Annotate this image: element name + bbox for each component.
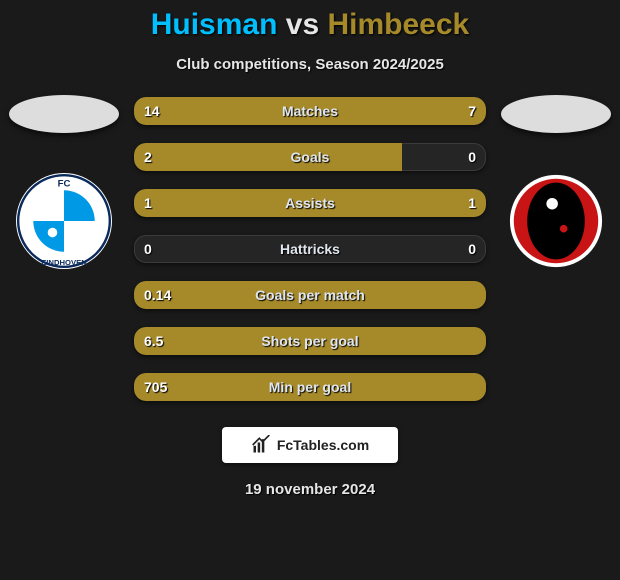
left-club-badge: FC EINDHOVEN [16,173,112,269]
bar-label: Assists [134,189,486,217]
svg-text:EINDHOVEN: EINDHOVEN [41,258,87,267]
svg-text:FC: FC [58,178,71,189]
bar-value-right: 0 [468,143,476,171]
bar-label: Min per goal [134,373,486,401]
right-club-badge [508,173,604,269]
stat-bar: Goals2 0 [134,143,486,171]
bar-value-left: 0 [144,235,152,263]
bar-value-right: 1 [468,189,476,217]
bar-label: Matches [134,97,486,125]
bar-label: Goals per match [134,281,486,309]
stat-bar: Shots per goal6.5 [134,327,486,355]
bar-value-left: 0.14 [144,281,171,309]
bar-value-right: 0 [468,235,476,263]
stat-bar: Assists1 1 [134,189,486,217]
stat-bars: Matches147Goals20Assists11Hattricks00Goa… [124,97,496,419]
left-side: FC EINDHOVEN [4,97,124,269]
stat-bar: Hattricks0 0 [134,235,486,263]
title-vs: vs [286,8,319,41]
bar-value-left: 14 [144,97,160,125]
stat-bar: Min per goal705 [134,373,486,401]
bar-value-right: 7 [468,97,476,125]
footer-brand-text: FcTables.com [277,437,369,453]
footer-brand-badge[interactable]: FcTables.com [222,427,398,463]
left-flag-ellipse [9,95,119,133]
right-side [496,97,616,269]
bar-value-left: 6.5 [144,327,163,355]
bar-value-left: 705 [144,373,167,401]
player-right-name: Himbeeck [328,8,470,41]
bar-label: Hattricks [134,235,486,263]
bar-value-left: 2 [144,143,152,171]
right-flag-ellipse [501,95,611,133]
comparison-title: Huisman vs Himbeeck [0,0,620,42]
comparison-layout: FC EINDHOVEN Matches14 7 Goals2 0 Assists1 1 H… [0,97,620,419]
chart-icon [251,435,271,455]
player-left-name: Huisman [151,8,278,41]
subtitle: Club competitions, Season 2024/2025 [0,56,620,73]
bar-value-left: 1 [144,189,152,217]
bar-label: Shots per goal [134,327,486,355]
stat-bar: Goals per match0.14 [134,281,486,309]
stat-bar: Matches14 7 [134,97,486,125]
footer-date: 19 november 2024 [0,481,620,498]
bar-label: Goals [134,143,486,171]
